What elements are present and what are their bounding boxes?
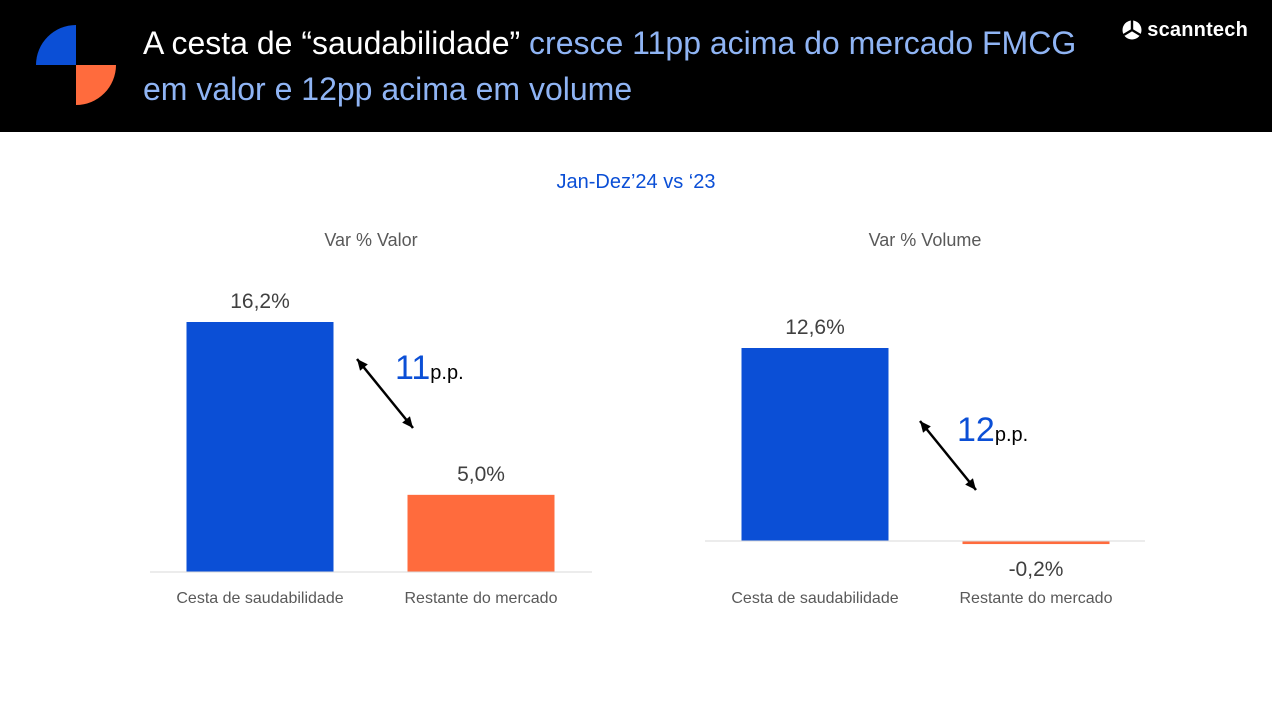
arrow-head	[920, 421, 931, 433]
page-title: A cesta de “saudabilidade” cresce 11pp a…	[143, 20, 1103, 112]
bar	[186, 322, 334, 572]
header-bar: A cesta de “saudabilidade” cresce 11pp a…	[0, 0, 1272, 132]
difference-value: 12	[957, 411, 995, 449]
arrow-head	[965, 478, 976, 490]
title-highlight-part: cresce 11pp acima do mercado FMCG em val…	[143, 25, 1077, 107]
arrow-head	[402, 416, 413, 428]
chart-title: Var % Valor	[324, 230, 417, 250]
period-label: Jan-Dez’24 vs ‘23	[556, 171, 716, 193]
difference-value: 11	[395, 349, 431, 387]
difference-annotation-valor: 11p.p.	[395, 348, 464, 393]
data-label: 5,0%	[457, 463, 505, 486]
quadrant-logo-icon	[36, 25, 116, 105]
category-label: Restante do mercado	[405, 590, 558, 607]
difference-annotation-volume: 12p.p.	[957, 410, 1028, 455]
data-label: 12,6%	[785, 316, 845, 339]
data-label: -0,2%	[1009, 558, 1064, 581]
difference-unit: p.p.	[430, 362, 464, 384]
scanntech-logo-icon	[1122, 20, 1142, 40]
category-label: Cesta de saudabilidade	[176, 590, 343, 607]
bar	[962, 541, 1110, 545]
data-label: 16,2%	[230, 290, 290, 313]
difference-arrow	[356, 358, 414, 429]
brand-logo: scanntech	[1122, 18, 1248, 42]
difference-arrow	[919, 420, 977, 491]
difference-unit: p.p.	[994, 424, 1029, 446]
arrow-head	[357, 359, 368, 371]
bar	[407, 494, 555, 572]
title-white-part: A cesta de “saudabilidade”	[143, 25, 521, 61]
brand-name: scanntech	[1147, 18, 1248, 41]
bar	[741, 348, 889, 541]
category-label: Cesta de saudabilidade	[731, 590, 898, 607]
chart-title: Var % Volume	[869, 230, 982, 250]
category-label: Restante do mercado	[960, 590, 1113, 607]
